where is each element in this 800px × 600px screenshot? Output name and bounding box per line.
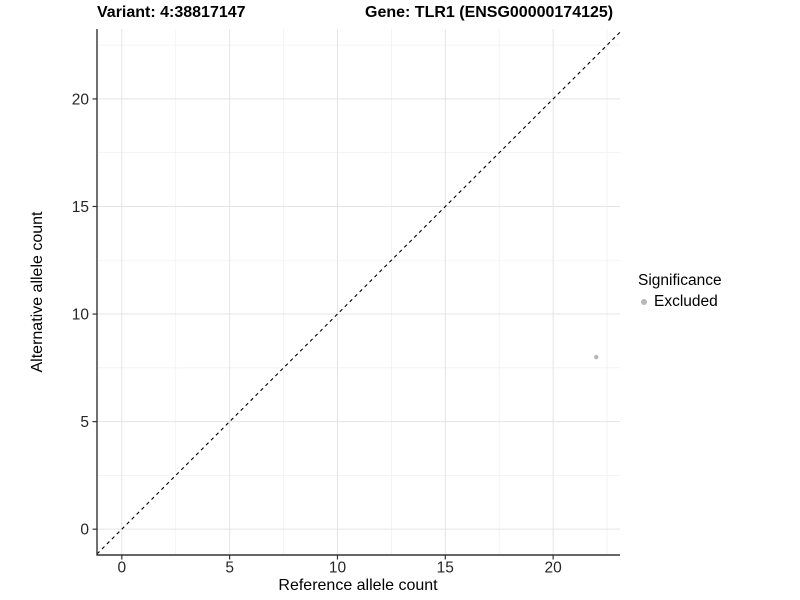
data-point	[594, 354, 599, 360]
y-tick-label: 20	[72, 91, 90, 108]
legend-item-excluded: Excluded	[638, 293, 722, 311]
plot-title-variant: Variant: 4:38817147	[97, 4, 246, 21]
x-tick-label: 5	[225, 560, 234, 577]
x-tick-label: 20	[545, 560, 563, 577]
x-axis-title: Reference allele count	[278, 577, 438, 594]
x-tick-label: 0	[117, 560, 126, 577]
legend-point-swatch-icon	[641, 299, 647, 305]
y-axis-title: Alternative allele count	[29, 211, 46, 373]
axis-lines	[96, 29, 620, 556]
legend-title: Significance	[638, 272, 722, 289]
x-tick-label: 15	[437, 560, 454, 577]
plot-title-gene: Gene: TLR1 (ENSG00000174125)	[365, 4, 614, 21]
y-tick-label: 10	[72, 307, 90, 324]
y-tick-label: 0	[80, 522, 89, 539]
y-tick-label: 15	[72, 199, 89, 216]
y-tick-label: 5	[80, 414, 89, 431]
legend-item-label: Excluded	[654, 293, 718, 310]
x-tick-label: 10	[329, 560, 347, 577]
legend: Significance Excluded	[638, 272, 722, 311]
